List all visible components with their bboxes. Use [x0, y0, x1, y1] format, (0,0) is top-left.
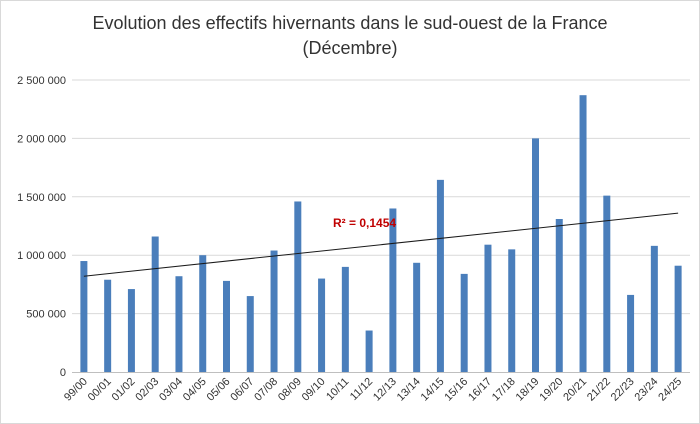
x-tick-label: 14/15	[419, 376, 447, 404]
x-tick-label: 06/07	[228, 376, 256, 404]
x-tick-label: 13/14	[395, 376, 423, 404]
chart-title-line-1: Evolution des effectifs hivernants dans …	[92, 13, 608, 33]
bar-01-02	[127, 289, 135, 372]
bar-24-25	[674, 265, 682, 372]
y-tick-label: 2 500 000	[17, 75, 66, 87]
x-tick-label: 01/02	[110, 376, 138, 404]
chart-title-line-2: (Décembre)	[302, 38, 398, 58]
bar-04-05	[199, 255, 207, 372]
bar-13-14	[413, 262, 421, 372]
bar-11-12	[365, 330, 373, 372]
x-tick-label: 03/04	[157, 376, 185, 404]
bar-99-00	[80, 261, 88, 372]
chart-title: Evolution des effectifs hivernants dans …	[50, 11, 650, 61]
x-tick-label: 04/05	[181, 376, 209, 404]
bar-10-11	[341, 266, 349, 372]
x-tick-label: 19/20	[537, 376, 565, 404]
x-tick-label: 20/21	[561, 376, 589, 404]
x-tick-label: 18/19	[514, 376, 542, 404]
x-tick-label: 16/17	[466, 376, 494, 404]
x-tick-label: 99/00	[62, 376, 90, 404]
bar-06-07	[246, 296, 254, 372]
r-squared-label: R² = 0,1454	[333, 216, 396, 230]
bar-19-20	[555, 218, 563, 372]
x-tick-label: 23/24	[633, 376, 661, 404]
x-tick-label: 11/12	[348, 376, 375, 403]
y-tick-label: 0	[60, 367, 66, 379]
bar-14-15	[436, 179, 444, 372]
x-tick-label: 08/09	[276, 376, 304, 404]
bar-00-01	[104, 279, 112, 372]
x-tick-label: 05/06	[205, 376, 233, 404]
x-tick-label: 10/11	[324, 376, 351, 403]
trendline	[83, 212, 679, 277]
bar-15-16	[460, 273, 468, 372]
y-tick-label: 1 000 000	[17, 250, 66, 262]
bar-02-03	[151, 236, 159, 372]
bar-05-06	[223, 280, 230, 372]
x-tick-label: 02/03	[133, 376, 161, 404]
x-tick-label: 17/18	[490, 376, 518, 404]
bar-23-24	[650, 245, 658, 372]
x-tick-label: 00/01	[86, 376, 114, 404]
bar-12-13	[389, 208, 397, 372]
x-tick-label: 09/10	[300, 376, 328, 404]
bar-21-22	[603, 195, 611, 372]
bar-16-17	[484, 244, 492, 372]
bar-18-19	[532, 138, 539, 372]
x-tick-label: 12/13	[371, 376, 399, 404]
x-tick-label: 24/25	[656, 376, 684, 404]
x-tick-label: 15/16	[442, 376, 470, 404]
bar-17-18	[508, 249, 516, 372]
y-tick-label: 2 000 000	[17, 133, 66, 145]
x-tick-label: 07/08	[252, 376, 280, 404]
bar-22-23	[627, 294, 635, 372]
bar-08-09	[294, 201, 302, 372]
bar-07-08	[270, 250, 278, 372]
x-tick-label: 22/23	[609, 376, 637, 404]
bar-09-10	[318, 278, 326, 372]
y-tick-label: 1 500 000	[17, 192, 66, 204]
bar-03-04	[175, 276, 183, 372]
x-tick-label: 21/22	[585, 376, 613, 404]
bar-20-21	[579, 95, 587, 373]
y-tick-label: 500 000	[26, 309, 66, 321]
